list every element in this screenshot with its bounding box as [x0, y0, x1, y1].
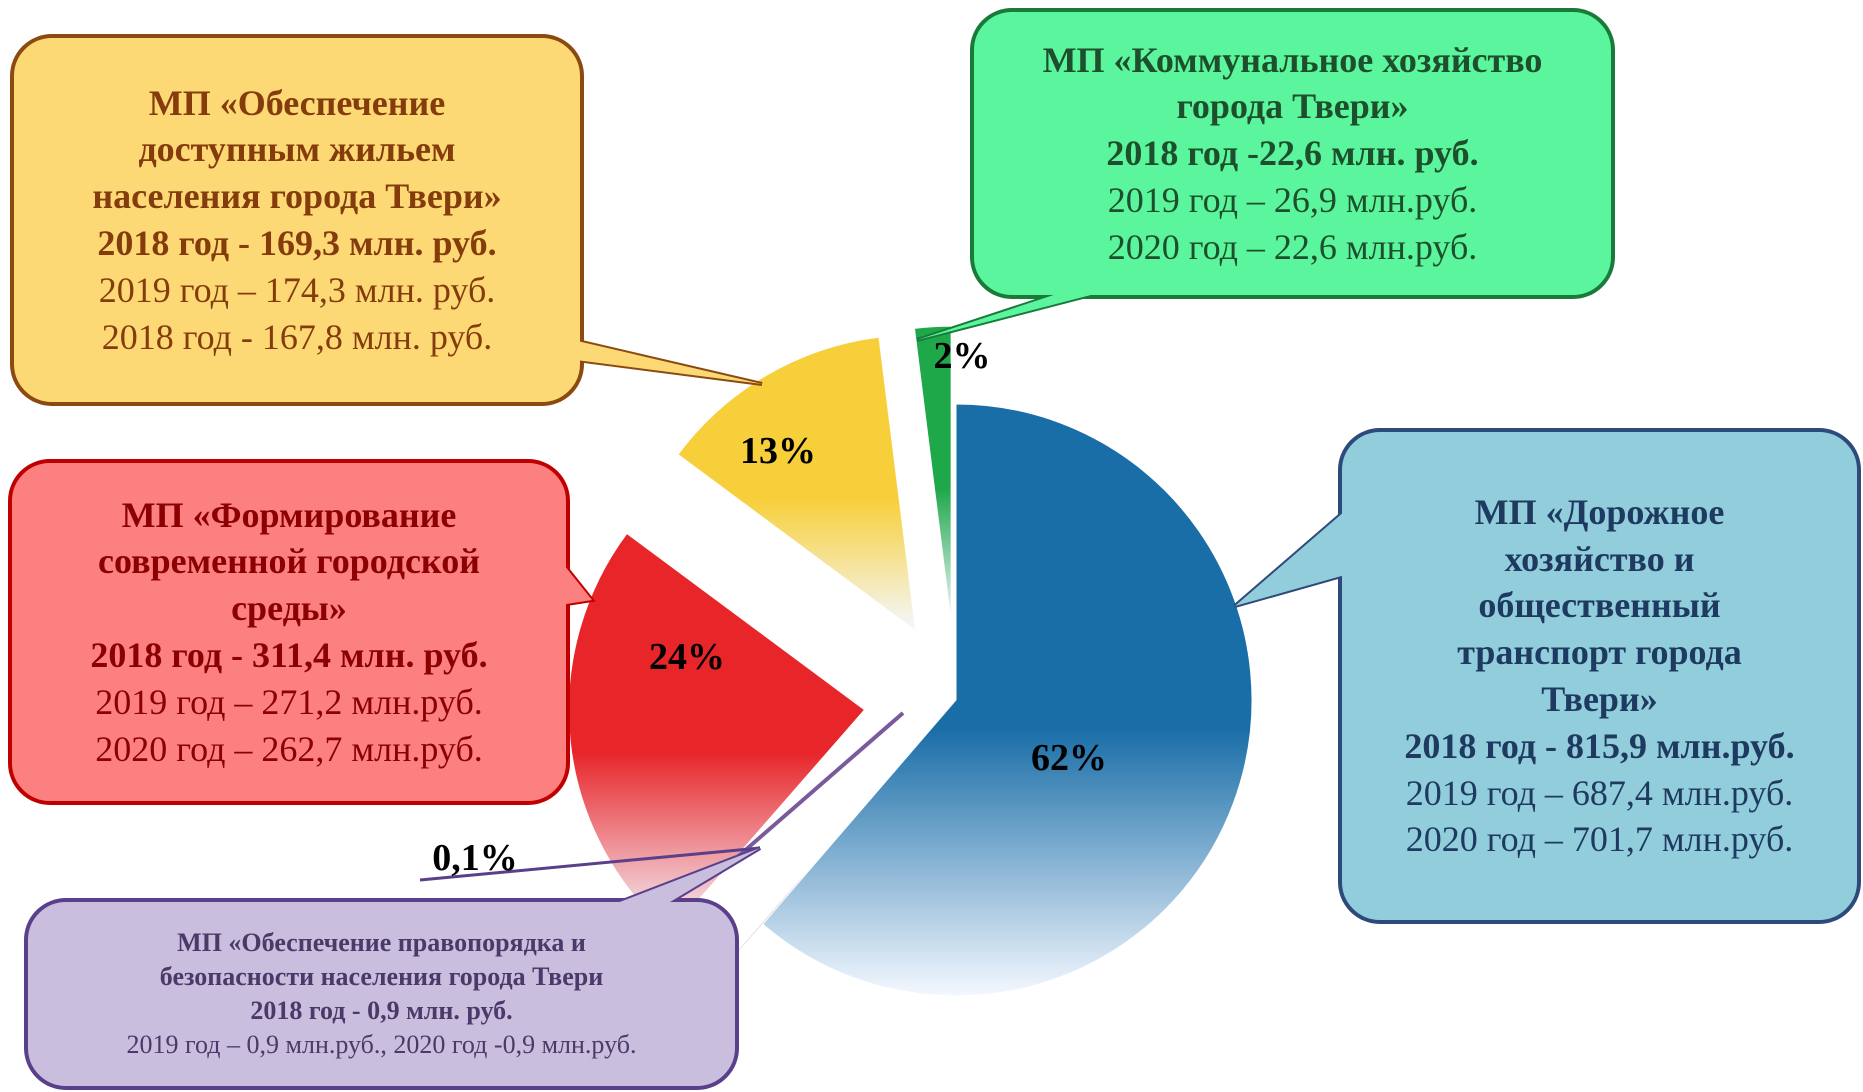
callout-detail: 2019 год – 687,4 млн.руб.	[1405, 772, 1794, 813]
callout-tail-fill	[917, 290, 1110, 340]
callout-tail-fill	[1235, 511, 1345, 606]
callout-detail: 2018 год - 815,9 млн.руб.	[1404, 725, 1795, 766]
callout-detail: 2019 год – 174,3 млн. руб.	[98, 269, 496, 310]
callout-detail: 2018 год - 0,9 млн. руб.	[250, 996, 513, 1025]
callout-detail: 2020 год – 701,7 млн.руб.	[1405, 819, 1794, 860]
data-label: 2%	[933, 335, 991, 377]
callout-detail: 2018 год - 167,8 млн. руб.	[101, 316, 493, 357]
leader-line	[419, 846, 761, 882]
callout-detail: 2018 год - 169,3 млн. руб.	[97, 223, 497, 263]
data-label: 62%	[1031, 737, 1107, 779]
callout: МП «Дорожное хозяйство и общественный тр…	[1340, 430, 1859, 922]
callout-box	[24, 898, 739, 1090]
callout-title: МП «Коммунальное хозяйство города Твери»	[1042, 39, 1543, 127]
pie-slice	[677, 336, 917, 633]
callout-box	[970, 8, 1615, 299]
callout-detail: 2019 год – 26,9 млн.руб.	[1107, 179, 1478, 220]
data-label: 0,1%	[432, 837, 518, 879]
callout-title: МП «Обеспечение правопорядка и безопасно…	[159, 928, 604, 992]
pie-slice	[568, 532, 866, 934]
data-label: 24%	[649, 636, 725, 678]
pie-slice	[913, 325, 952, 623]
callout: МП «Коммунальное хозяйство города Твери»…	[972, 10, 1613, 297]
callout-detail: 2019 год – 0,9 млн.руб., 2020 год -0,9 м…	[126, 1029, 637, 1059]
data-label: 13%	[740, 430, 816, 472]
callout-box	[8, 459, 570, 805]
callout-tail-fill	[560, 560, 592, 605]
callout-detail: 2018 год -22,6 млн. руб.	[1106, 133, 1479, 174]
callout-detail: 2020 год – 262,7 млн.руб.	[95, 728, 483, 769]
callout-tail-fill	[612, 848, 760, 905]
callout-detail: 2019 год – 271,2 млн.руб.	[95, 681, 483, 722]
callout-detail: 2020 год – 22,6 млн.руб.	[1107, 226, 1478, 267]
callout-detail: 2018 год - 311,4 млн. руб.	[90, 635, 488, 675]
callout-box	[10, 34, 584, 406]
callout: МП «Обеспечение доступным жильем населен…	[12, 36, 582, 404]
callout-tail-fill	[530, 330, 762, 384]
callout-title: МП «Обеспечение доступным жильем населен…	[92, 82, 502, 217]
callout-title: МП «Дорожное хозяйство и общественный тр…	[1457, 491, 1742, 719]
leader-line	[717, 711, 905, 875]
callout: МП «Формирование современной городской с…	[10, 461, 568, 803]
callout-box	[1338, 428, 1861, 924]
callout: МП «Обеспечение правопорядка и безопасно…	[26, 900, 737, 1088]
pie-slice	[761, 403, 1253, 997]
callout-title: МП «Формирование современной городской с…	[98, 494, 480, 629]
